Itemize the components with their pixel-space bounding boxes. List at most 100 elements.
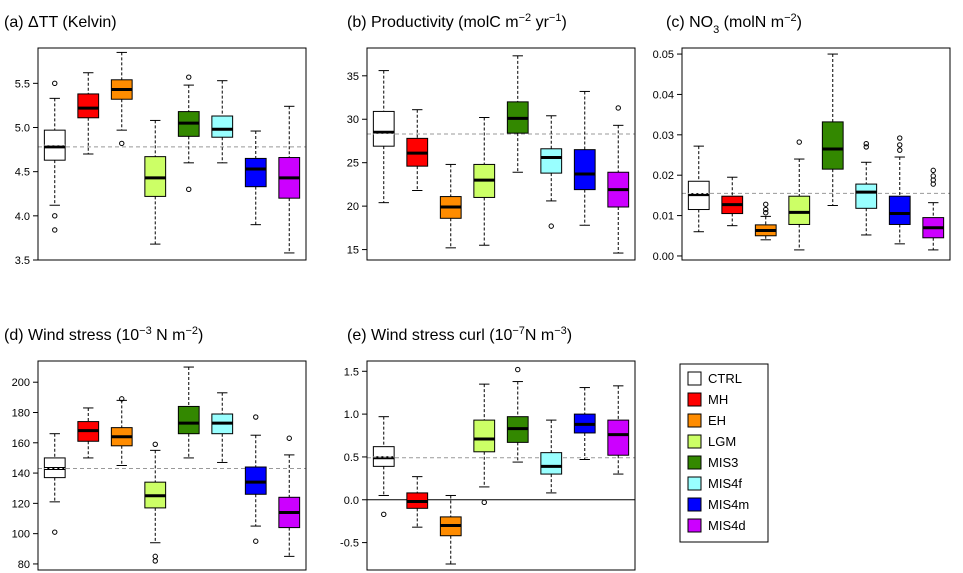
y-tick-label: 4.5 [15, 167, 30, 179]
outlier-point [930, 167, 936, 174]
y-tick-label: 4.0 [15, 211, 30, 223]
panel-c: (c) NO3 (molN m−2) 0.00 0.01 0.02 0.03 0.04 0.… [653, 12, 951, 263]
box-lgm [144, 119, 167, 245]
y-tick-label: 0.00 [653, 251, 674, 263]
box-mis4d [607, 385, 630, 475]
y-tick-label: 0.05 [653, 49, 674, 61]
box-iqr [244, 466, 267, 495]
outlier-point [897, 147, 903, 153]
box-iqr [540, 148, 563, 174]
legend-label: CTRL [708, 371, 742, 386]
y-tick-label: 1.0 [344, 409, 359, 421]
box-lgm [788, 139, 811, 251]
box-eh [754, 201, 777, 241]
y-tick-label: 5.5 [15, 78, 30, 90]
y-tick-label: 0.03 [653, 130, 674, 142]
y-tick-label: 0.01 [653, 211, 674, 223]
box-mis4f [211, 80, 234, 164]
legend-swatch [687, 497, 702, 512]
y-tick-label: 80 [18, 559, 30, 571]
box-mis4f [211, 392, 234, 463]
box-lgm [473, 383, 496, 506]
outlier-point [119, 396, 125, 402]
box-mis3 [506, 55, 529, 173]
panel-a: (a) ΔTT (Kelvin) 3.5 4.0 4.5 5.0 5.5 [4, 14, 307, 267]
legend-label: EH [708, 413, 726, 428]
box-iqr [540, 452, 563, 475]
outlier-point [52, 227, 58, 233]
y-tick-label: 200 [12, 377, 30, 389]
outlier-point [52, 213, 58, 219]
y-tick-label: 180 [12, 407, 30, 419]
outlier-point [253, 414, 259, 420]
box-iqr [573, 149, 596, 191]
box-mis4f [540, 419, 563, 494]
outlier-point [186, 186, 192, 193]
box-mis4f [855, 141, 878, 236]
panel-d: (d) Wind stress (10−3 N m−2) 80 100 120 140 1… [4, 325, 307, 571]
box-mh [721, 176, 744, 227]
outlier-point [897, 142, 903, 148]
box-iqr [177, 405, 200, 435]
y-tick-label: 160 [12, 438, 30, 450]
box-mis3 [177, 74, 200, 193]
outlier-point [286, 435, 292, 441]
box-ctrl [372, 70, 395, 204]
box-ctrl [372, 416, 395, 518]
box-lgm [473, 117, 496, 246]
box-mis3 [177, 366, 200, 459]
legend-label: MIS3 [708, 455, 738, 470]
box-mis3 [506, 366, 529, 463]
legend-swatch [687, 455, 702, 470]
box-mh [406, 109, 429, 191]
legend-label: MH [708, 392, 728, 407]
y-tick-label: 3.5 [15, 255, 30, 267]
box-eh [110, 396, 133, 466]
box-iqr [372, 110, 395, 147]
box-lgm [144, 441, 167, 564]
legend-swatch [687, 518, 702, 533]
y-tick-label: 120 [12, 498, 30, 510]
box-ctrl [43, 433, 66, 535]
outlier-point [930, 173, 936, 179]
box-iqr [473, 419, 496, 453]
box-eh [439, 163, 462, 249]
box-iqr [607, 419, 630, 456]
y-tick-label: 140 [12, 468, 30, 480]
outlier-point [381, 511, 387, 518]
legend-swatch [687, 434, 702, 449]
legend-swatch [687, 392, 702, 407]
y-tick-label: 35 [347, 71, 359, 83]
plot-frame [366, 47, 636, 261]
outlier-point [481, 499, 487, 506]
legend: CTRL MH EH LGM MIS3 MIS4f MIS4m MIS4d [679, 363, 769, 543]
outlier-point [548, 223, 554, 229]
outlier-point [152, 558, 158, 564]
box-mis4d [278, 105, 301, 254]
box-iqr [888, 195, 911, 225]
box-eh [110, 51, 133, 147]
box-mh [77, 407, 100, 459]
outlier-point [119, 140, 125, 147]
panel-title: (e) Wind stress curl (10−7N m−3) [347, 325, 572, 344]
legend-swatch [687, 476, 702, 491]
plot-frame [37, 47, 307, 261]
panel-title: (b) Productivity (molC m−2 yr−1) [347, 12, 567, 31]
panel-title: (d) Wind stress (10−3 N m−2) [4, 325, 203, 344]
outlier-point [253, 538, 259, 544]
panel-title: (a) ΔTT (Kelvin) [4, 14, 117, 31]
box-iqr [788, 195, 811, 225]
outlier-point [863, 144, 869, 150]
box-mh [77, 72, 100, 155]
y-tick-label: 0.02 [653, 170, 674, 182]
box-iqr [821, 121, 844, 170]
y-tick-label: 0.5 [344, 452, 359, 464]
legend-label: MIS4f [708, 476, 742, 491]
plot-frame [681, 47, 951, 261]
box-eh [439, 494, 462, 565]
legend-swatch [687, 413, 702, 428]
y-tick-label: 20 [347, 201, 359, 213]
box-ctrl [43, 80, 66, 233]
box-mis4m [244, 130, 267, 226]
